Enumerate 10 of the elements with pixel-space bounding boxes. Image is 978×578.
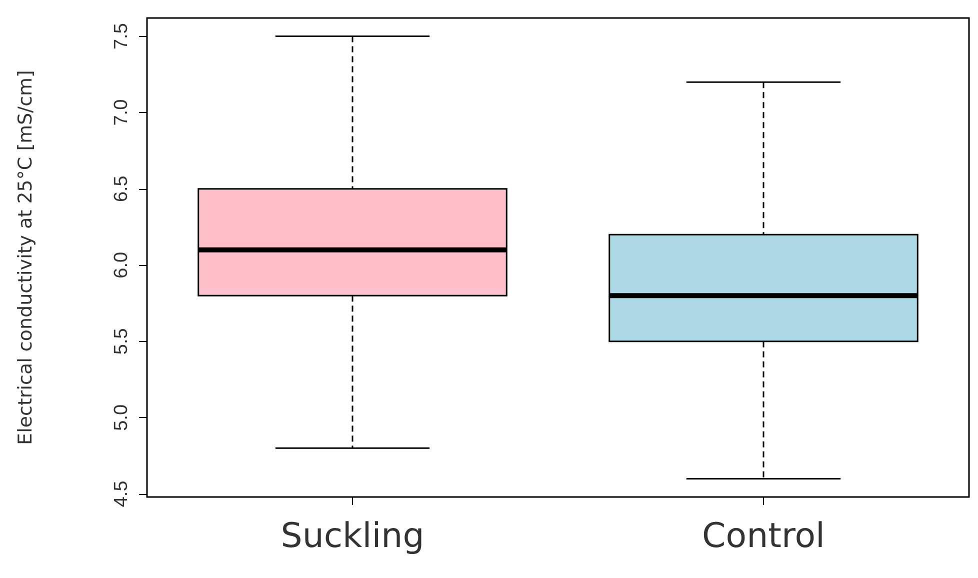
y-tick-label: 7.5: [111, 23, 132, 50]
y-tick-label: 5.5: [111, 328, 132, 355]
x-tick-label: Suckling: [280, 516, 424, 556]
y-tick-label: 5.0: [111, 404, 132, 431]
y-tick-label: 4.5: [111, 480, 132, 508]
y-tick-label: 7.0: [111, 99, 132, 126]
y-axis-title: Electrical conductivity at 25°C [mS/cm]: [14, 70, 36, 445]
x-tick-label: Control: [702, 516, 825, 556]
y-tick-label: 6.5: [111, 176, 132, 202]
y-tick-label: 6.0: [111, 252, 132, 278]
